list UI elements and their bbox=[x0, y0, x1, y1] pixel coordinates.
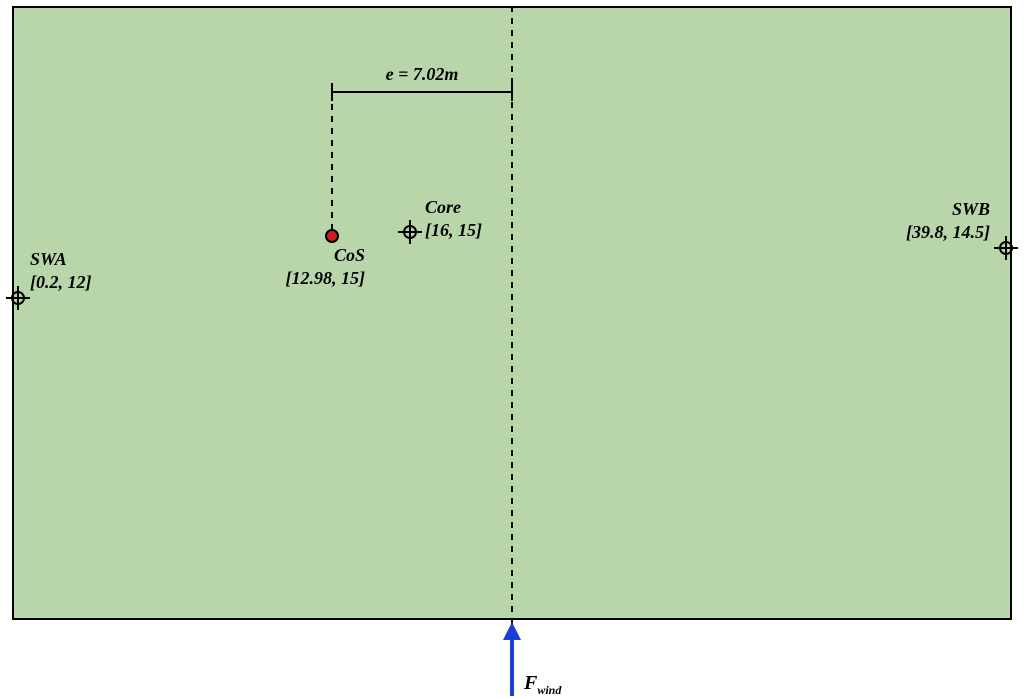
dimension-bar bbox=[332, 91, 512, 93]
marker-swb bbox=[996, 238, 1016, 258]
label-cos-name: CoS bbox=[334, 245, 365, 265]
dimension-tick-right bbox=[511, 83, 513, 101]
label-swb-name: SWB bbox=[952, 199, 990, 219]
label-core-name: Core bbox=[425, 197, 461, 217]
label-swa-name: SWA bbox=[30, 249, 67, 269]
label-swb-coords: [39.8, 14.5] bbox=[906, 222, 990, 242]
cos-dropline bbox=[331, 92, 333, 246]
label-cos: CoS [12.98, 15] bbox=[270, 244, 365, 289]
dimension-label: e = 7.02m bbox=[386, 64, 459, 85]
label-core-coords: [16, 15] bbox=[425, 220, 482, 240]
label-swb: SWB [39.8, 14.5] bbox=[870, 198, 990, 243]
marker-swa bbox=[8, 288, 28, 308]
label-swa: SWA [0.2, 12] bbox=[30, 248, 92, 293]
force-arrow-shaft bbox=[510, 638, 514, 696]
label-swa-coords: [0.2, 12] bbox=[30, 272, 92, 292]
label-cos-coords: [12.98, 15] bbox=[286, 268, 366, 288]
dimension-tick-left bbox=[331, 83, 333, 101]
marker-core bbox=[400, 222, 420, 242]
centerline bbox=[511, 6, 513, 696]
label-core: Core [16, 15] bbox=[425, 196, 482, 241]
force-label: Fwind bbox=[524, 672, 561, 698]
marker-cos bbox=[325, 229, 339, 243]
